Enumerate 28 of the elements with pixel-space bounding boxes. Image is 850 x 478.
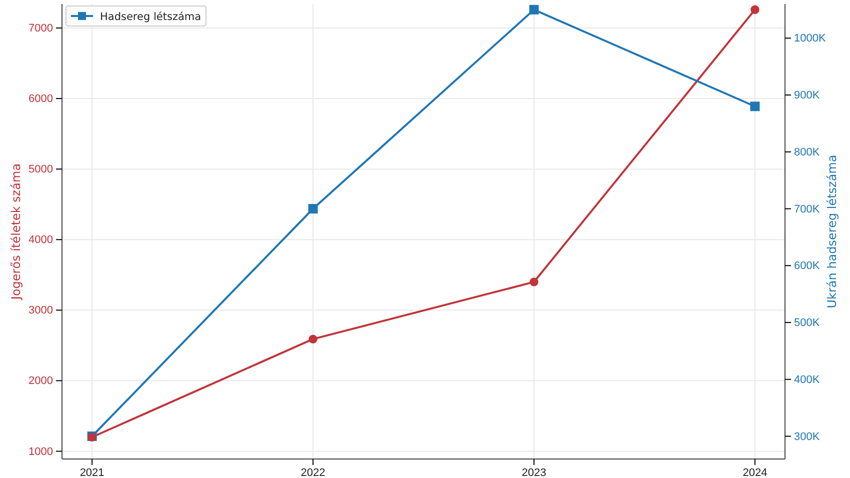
y-axis-title: Jogerős ítéletek száma [9, 163, 23, 301]
y2-tick-label: 600K [794, 260, 820, 272]
y2-tick-label: 700K [794, 203, 820, 216]
point [750, 5, 760, 14]
y-tick-label: 3000 [28, 304, 53, 317]
point [750, 102, 760, 112]
y2-axis-title: Ukrán hadsereg létszáma [825, 154, 839, 308]
y-tick-label: 7000 [28, 22, 53, 35]
point [308, 334, 318, 344]
y-tick-label: 5000 [28, 164, 53, 176]
y-tick-label: 1000 [28, 446, 53, 458]
y2-tick-label: 300K [794, 430, 820, 443]
x-tick-label: 2022 [300, 466, 326, 478]
y2-tick-label: 900K [794, 90, 820, 102]
x-tick-label: 2024 [742, 466, 768, 478]
x-tick-label: 2021 [80, 466, 104, 478]
x-tick-label: 2023 [522, 466, 546, 478]
y2-tick-label: 800K [794, 146, 820, 158]
y2-tick-label: 500K [794, 317, 820, 330]
point [308, 204, 318, 214]
y-tick-label: 4000 [28, 234, 53, 246]
point [529, 4, 539, 14]
y-tick-label: 6000 [28, 93, 53, 106]
y2-tick-label: 1000K [794, 32, 826, 45]
legend-label: Hadsereg létszáma [100, 11, 202, 23]
point [530, 278, 538, 286]
y-tick-label: 2000 [28, 375, 53, 388]
y2-tick-label: 400K [794, 374, 820, 386]
